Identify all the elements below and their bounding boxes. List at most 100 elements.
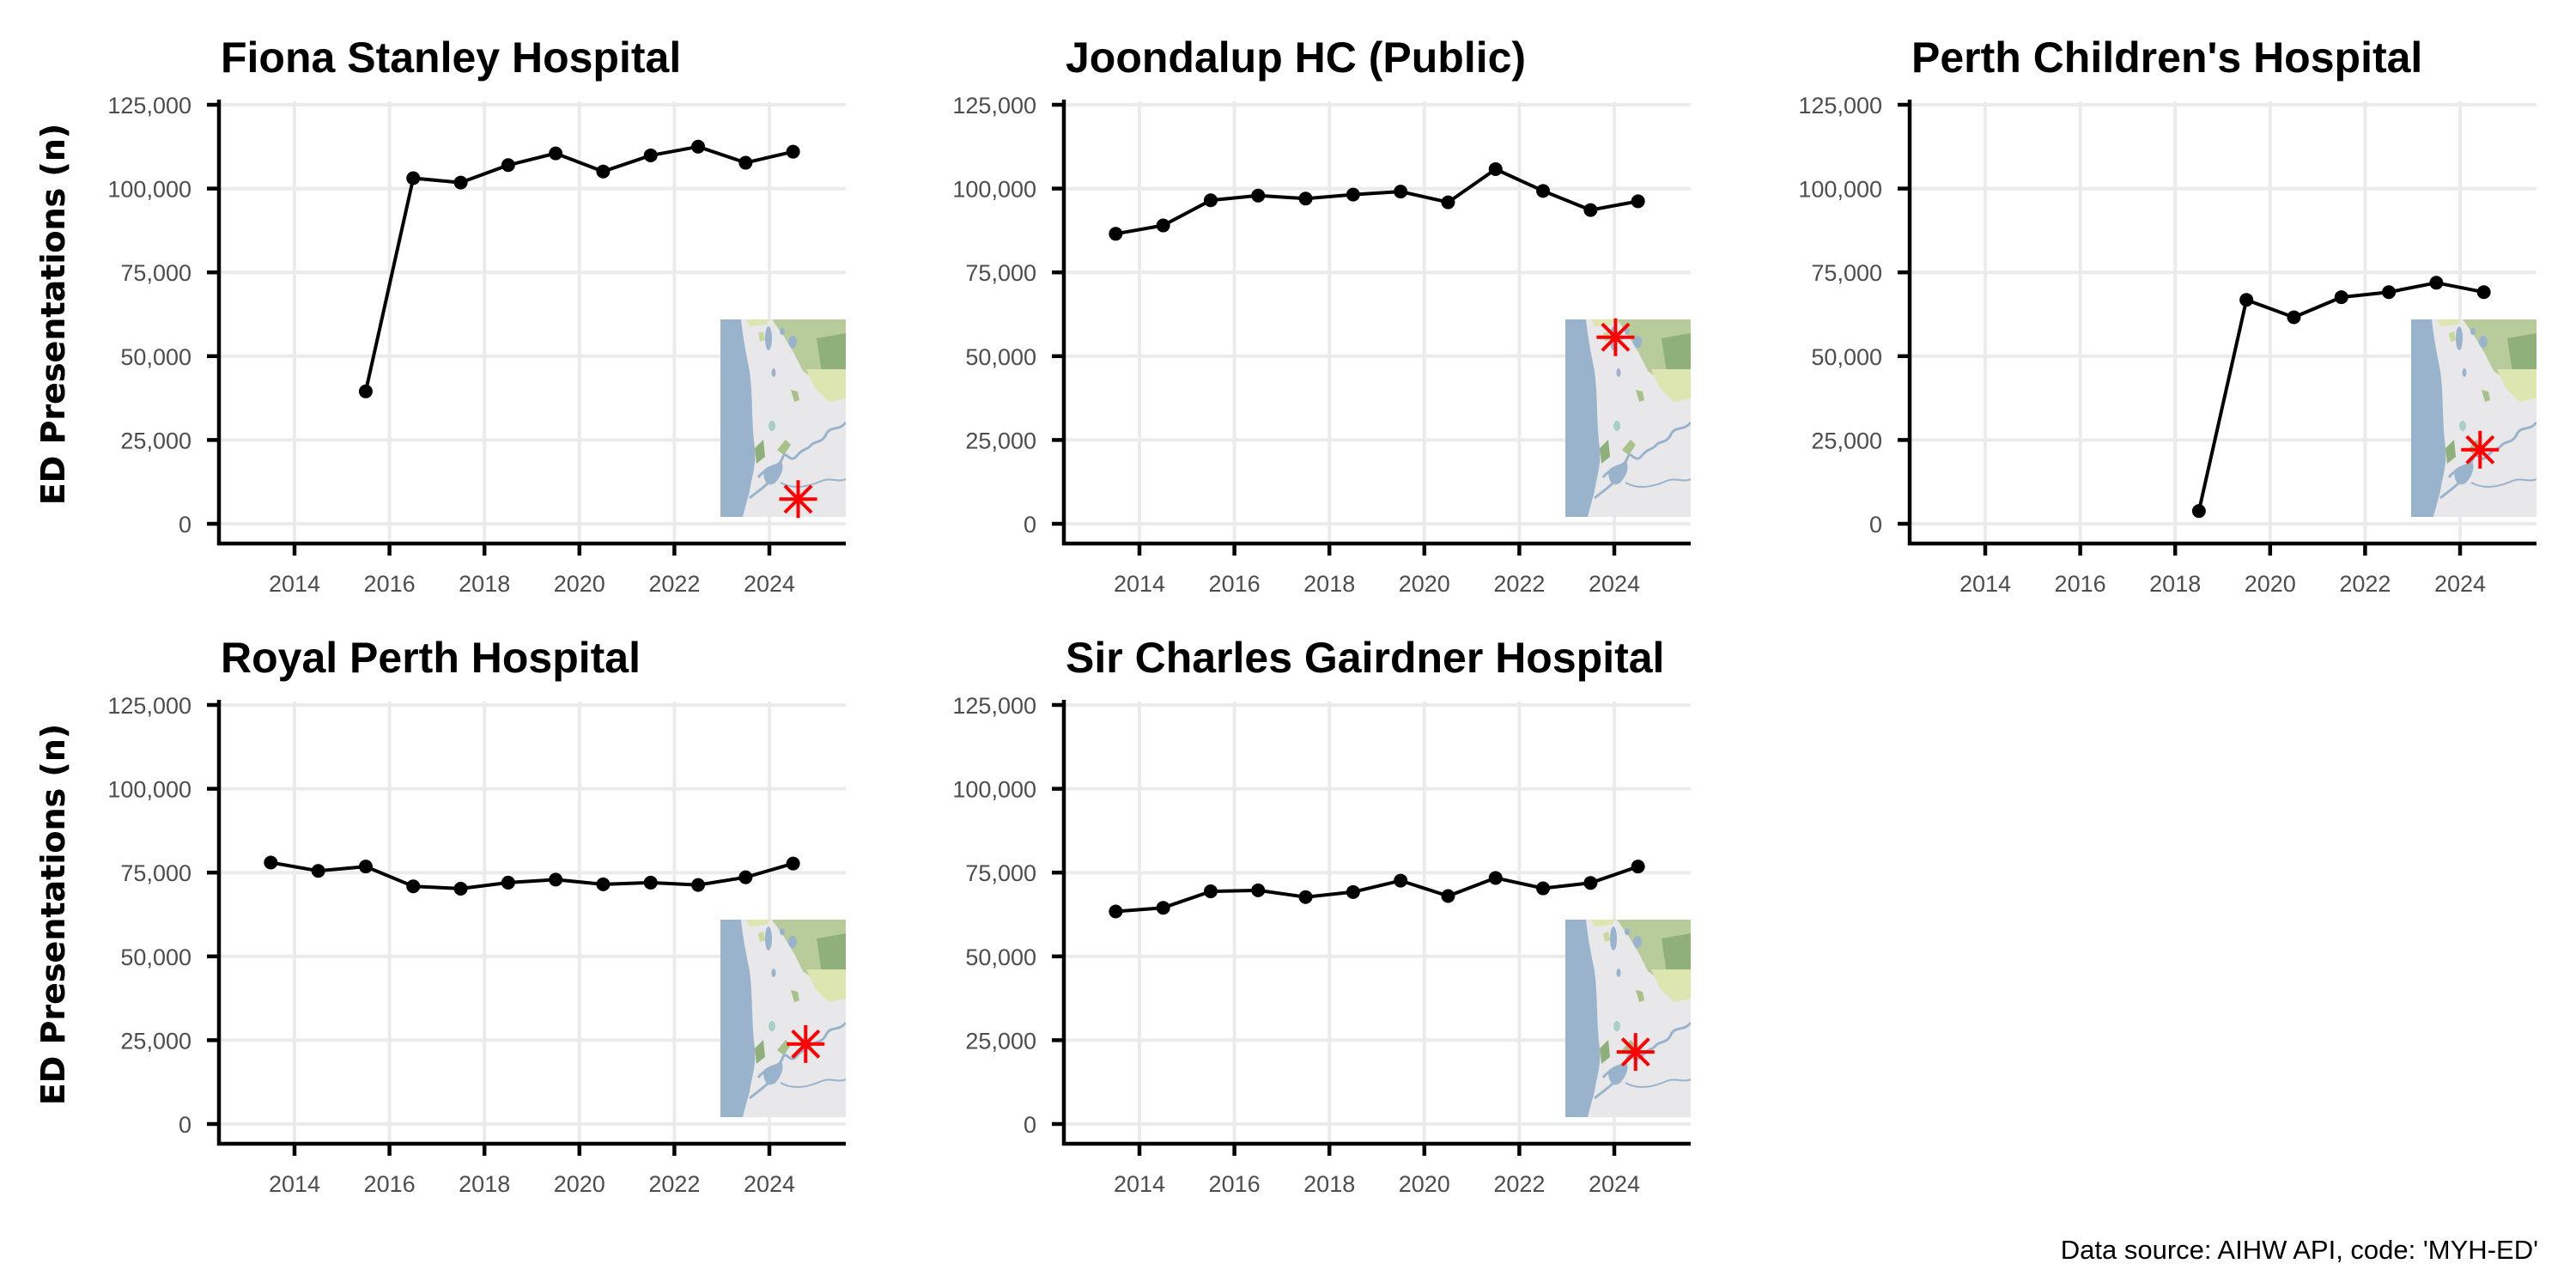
x-tick-label: 2020 — [2245, 571, 2296, 597]
series-line — [363, 144, 794, 392]
data-point — [549, 872, 563, 887]
data-point — [2382, 285, 2397, 300]
inset-location-map — [720, 920, 846, 1117]
y-tick-label: 75,000 — [965, 860, 1036, 886]
x-tick-label: 2022 — [1493, 571, 1545, 597]
data-point — [1441, 889, 1455, 903]
x-tick-label: 2018 — [1303, 571, 1355, 597]
data-point — [643, 148, 658, 162]
y-tick-label: 75,000 — [965, 260, 1036, 286]
series-line — [1115, 167, 1639, 236]
data-point — [358, 860, 373, 874]
y-tick-label: 125,000 — [107, 693, 191, 719]
x-tick-label: 2016 — [364, 1171, 416, 1197]
y-tick-label: 25,000 — [120, 1028, 191, 1054]
hospital-location-marker-icon — [779, 480, 817, 519]
data-point — [1251, 883, 1266, 897]
data-point — [358, 384, 373, 398]
data-point — [1394, 873, 1408, 888]
y-tick-label: 125,000 — [952, 93, 1036, 118]
y-axis-label: ED Presentations (n) — [34, 124, 72, 505]
data-point — [1109, 904, 1123, 919]
y-axis-label: ED Presentations (n) — [34, 724, 72, 1105]
x-tick-label: 2024 — [744, 1171, 795, 1197]
data-point — [786, 856, 800, 871]
data-point — [1394, 185, 1408, 199]
x-tick-label: 2022 — [1493, 1171, 1545, 1197]
data-point — [1203, 193, 1218, 208]
data-point — [1631, 194, 1645, 209]
x-tick-label: 2022 — [2339, 571, 2391, 597]
data-point — [1298, 890, 1313, 904]
data-point — [2239, 293, 2254, 307]
data-point — [1536, 184, 1551, 198]
inset-location-map — [2411, 319, 2537, 517]
data-point — [643, 875, 658, 890]
x-tick-label: 2018 — [459, 1171, 510, 1197]
data-point — [1203, 884, 1218, 899]
facet-panel: Sir Charles Gairdner Hospital ED Presenta… — [34, 634, 1691, 1197]
panel-title: Sir Charles Gairdner Hospital — [1066, 634, 1664, 682]
data-point — [501, 158, 515, 173]
x-tick-label: 2024 — [744, 571, 795, 597]
data-point — [406, 171, 421, 185]
data-point — [453, 881, 468, 896]
y-tick-label: 125,000 — [1798, 93, 1882, 118]
y-tick-label: 125,000 — [952, 693, 1036, 719]
facet-panel: Perth Children's Hospital ED Presentation… — [34, 33, 2537, 597]
x-tick-label: 2018 — [459, 571, 510, 597]
data-point — [2476, 285, 2491, 300]
y-tick-label: 25,000 — [965, 428, 1036, 453]
data-point — [1583, 876, 1598, 890]
panel-title: Joondalup HC (Public) — [1066, 33, 1526, 82]
panel-title: Fiona Stanley Hospital — [221, 33, 681, 82]
hospital-location-marker-icon — [787, 1024, 825, 1063]
y-tick-label: 75,000 — [120, 260, 191, 286]
x-tick-label: 2016 — [1209, 571, 1261, 597]
x-tick-label: 2020 — [1399, 571, 1450, 597]
y-tick-label: 50,000 — [965, 344, 1036, 370]
x-tick-label: 2020 — [1399, 1171, 1450, 1197]
y-tick-label: 0 — [179, 1112, 191, 1138]
inset-location-map — [1565, 920, 1691, 1117]
y-tick-label: 75,000 — [120, 860, 191, 886]
hospital-location-marker-icon — [1596, 318, 1635, 356]
data-point — [501, 875, 515, 890]
data-point — [2334, 290, 2348, 305]
panel-title: Perth Children's Hospital — [1911, 33, 2422, 82]
marker-stroke — [1620, 1037, 1650, 1067]
x-tick-label: 2024 — [1589, 1171, 1640, 1197]
data-point — [1298, 191, 1313, 206]
y-tick-label: 100,000 — [107, 777, 191, 803]
data-point — [691, 878, 706, 892]
data-point — [1251, 188, 1266, 203]
x-tick-label: 2022 — [648, 571, 700, 597]
x-tick-label: 2020 — [554, 571, 605, 597]
x-tick-label: 2014 — [269, 1171, 320, 1197]
facet-panel: Fiona Stanley Hospital ED Presentations (… — [34, 33, 846, 597]
data-point — [2429, 276, 2444, 290]
y-tick-label: 100,000 — [1798, 177, 1882, 203]
y-tick-label: 50,000 — [1811, 344, 1882, 370]
y-tick-label: 100,000 — [952, 777, 1036, 803]
data-point — [1346, 187, 1360, 202]
x-tick-label: 2024 — [1589, 571, 1640, 597]
data-point — [311, 864, 325, 878]
y-tick-label: 100,000 — [952, 177, 1036, 203]
x-tick-label: 2018 — [1303, 1171, 1355, 1197]
data-point — [738, 155, 753, 170]
marker-stroke — [791, 1029, 821, 1059]
panel-title: Royal Perth Hospital — [221, 634, 641, 682]
x-tick-label: 2020 — [554, 1171, 605, 1197]
data-source-caption: Data source: AIHW API, code: 'MYH-ED' — [2061, 1235, 2538, 1265]
x-tick-label: 2014 — [269, 571, 320, 597]
y-tick-label: 25,000 — [1811, 428, 1882, 453]
marker-stroke — [783, 484, 813, 514]
data-point — [1488, 871, 1503, 885]
data-point — [1156, 218, 1170, 233]
data-point — [1488, 161, 1503, 176]
data-point — [453, 175, 468, 190]
marker-stroke — [1601, 322, 1631, 352]
data-point — [1346, 884, 1360, 899]
